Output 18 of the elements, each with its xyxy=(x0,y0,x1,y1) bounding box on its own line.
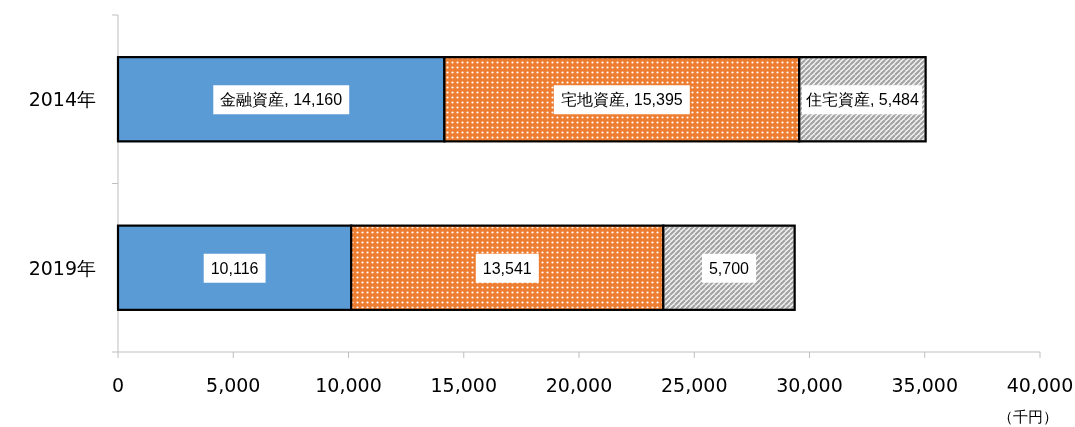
x-tick-label: 35,000 xyxy=(891,374,958,396)
x-axis-title: （千円） xyxy=(998,408,1058,426)
data-label: 5,700 xyxy=(708,259,750,277)
y-tick-label: 2019年 xyxy=(28,256,96,279)
x-tick-label: 10,000 xyxy=(315,374,382,396)
data-label: 金融資産, 14,160 xyxy=(220,91,343,109)
x-tick-label: 20,000 xyxy=(545,374,613,396)
data-label: 13,541 xyxy=(482,259,532,277)
x-tick-label: 15,000 xyxy=(430,374,497,396)
x-tick-label: 25,000 xyxy=(661,374,728,396)
data-label: 宅地資産, 15,395 xyxy=(560,91,683,109)
y-tick-label: 2014年 xyxy=(28,88,96,111)
x-tick-label: 0 xyxy=(111,374,125,396)
data-label: 住宅資産, 5,484 xyxy=(804,91,920,109)
x-tick-label: 40,000 xyxy=(1006,374,1074,396)
data-label: 10,116 xyxy=(210,259,259,277)
x-tick-label: 5,000 xyxy=(206,374,261,396)
x-tick-label: 30,000 xyxy=(776,374,843,396)
